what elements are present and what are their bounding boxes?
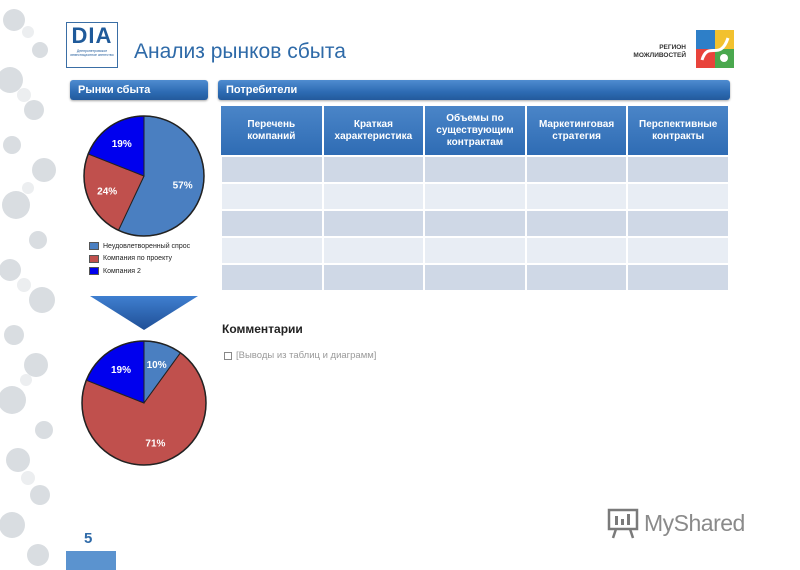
consumers-table: Перечень компаний Краткая характеристика… (220, 106, 730, 292)
legend-label: Компания по проекту (103, 255, 173, 262)
comment-item: [Выводы из таблиц и диаграмм] (224, 350, 376, 361)
legend-swatch (89, 254, 99, 263)
pie-outline (83, 115, 205, 237)
page-footer-block (66, 551, 116, 570)
checkbox-bullet-icon (224, 351, 232, 360)
watermark: MyShared (606, 506, 745, 540)
pie-chart-before: 57% 24% 19% (83, 115, 205, 237)
watermark-text: MyShared (644, 509, 745, 536)
legend-label: Неудовлетворенный спрос (103, 242, 191, 250)
logo-text: DIA (71, 23, 113, 48)
col-prospective-contracts: Перспективные контракты (627, 106, 730, 156)
page-title: Анализ рынков сбыта (134, 40, 346, 63)
table-row (220, 236, 730, 265)
table-row (220, 155, 730, 184)
region-logo-icon (696, 30, 734, 68)
pie-slice-label: 71% (145, 438, 165, 449)
pie-chart-after: 10% 71% 19% (81, 340, 207, 466)
pie-slice-label: 24% (97, 187, 117, 198)
legend-swatch (89, 267, 99, 275)
pie-outline (81, 340, 207, 466)
col-contract-volume: Объемы по существующим контрактам (424, 106, 527, 156)
page-number: 5 (84, 530, 93, 547)
dia-logo: DIA Днепропетровское инвестиционное аген… (66, 22, 118, 68)
table-row (220, 263, 730, 292)
presentation-icon (607, 508, 639, 539)
comment-text: [Выводы из таблиц и диаграмм] (236, 350, 377, 361)
legend-label: Компания 2 (103, 267, 141, 275)
pie-slice-label: 19% (112, 139, 132, 150)
pie-slice-label: 10% (147, 360, 167, 371)
legend-item: Компания по проекту (89, 253, 190, 265)
legend-item: Неудовлетворенный спрос (89, 240, 190, 252)
col-marketing-strategy: Маркетинговая стратегия (525, 106, 629, 156)
down-arrow-icon (90, 296, 198, 330)
legend-item: Компания 2 (89, 265, 190, 277)
region-caption: РЕГИОН МОЖЛИВОСТЕЙ (630, 44, 686, 60)
legend-swatch (89, 242, 99, 250)
col-companies: Перечень компаний (221, 106, 324, 156)
region-line-2: МОЖЛИВОСТЕЙ (633, 52, 686, 59)
table-header-row: Перечень компаний Краткая характеристика… (221, 106, 730, 156)
pie-slice-label: 19% (111, 365, 131, 376)
table-row (220, 209, 730, 238)
logo-subtext: Днепропетровское инвестиционное агентств… (70, 49, 114, 57)
region-line-1: РЕГИОН (659, 44, 686, 51)
pie-slice-label: 57% (173, 181, 193, 192)
chart-legend: Неудовлетворенный спрос Компания по прое… (89, 240, 190, 278)
floral-ornament-icon (0, 0, 58, 570)
comments-title: Комментарии (222, 322, 303, 336)
section-markets: Рынки сбыта (70, 80, 208, 100)
table-row (220, 182, 730, 211)
section-consumers: Потребители (218, 80, 730, 100)
col-description: Краткая характеристика (322, 106, 426, 156)
